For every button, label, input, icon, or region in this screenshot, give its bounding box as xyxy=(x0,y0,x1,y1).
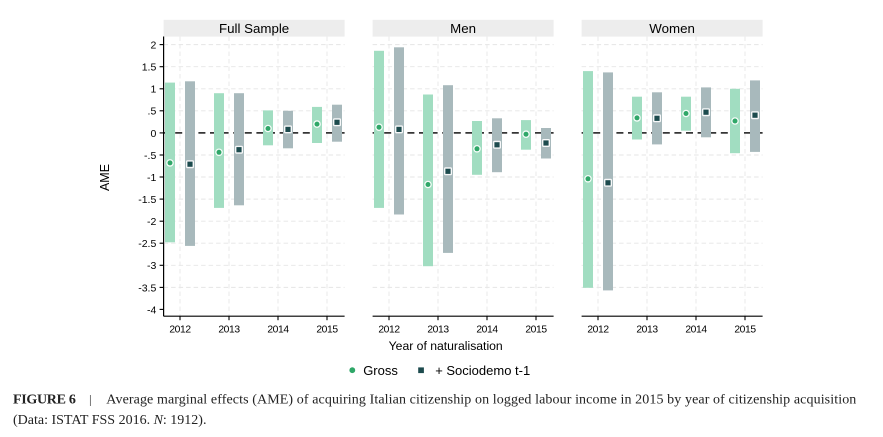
svg-text:-2.5: -2.5 xyxy=(138,238,156,250)
svg-text:AME: AME xyxy=(98,164,112,191)
svg-text:Year of naturalisation: Year of naturalisation xyxy=(389,339,503,353)
svg-text:2012: 2012 xyxy=(378,324,400,335)
svg-text:2012: 2012 xyxy=(169,324,191,335)
svg-text:2013: 2013 xyxy=(636,324,658,335)
svg-text:2014: 2014 xyxy=(267,324,289,335)
svg-text:0: 0 xyxy=(150,128,156,140)
svg-text:|: | xyxy=(89,391,92,406)
svg-text:2012: 2012 xyxy=(587,324,609,335)
svg-text:Women: Women xyxy=(649,21,695,36)
svg-text:Full Sample: Full Sample xyxy=(219,21,289,36)
svg-text:.5: .5 xyxy=(148,106,157,118)
svg-text:Men: Men xyxy=(450,21,476,36)
svg-text:2014: 2014 xyxy=(476,324,498,335)
svg-text:2015: 2015 xyxy=(316,324,338,335)
svg-text:-1.5: -1.5 xyxy=(138,194,156,206)
svg-text:Average marginal effects (AME): Average marginal effects (AME) of acquir… xyxy=(106,393,856,408)
svg-text:2015: 2015 xyxy=(734,324,756,335)
svg-text:2015: 2015 xyxy=(525,324,547,335)
svg-text:-1: -1 xyxy=(147,172,156,184)
svg-text:-.5: -.5 xyxy=(144,150,156,162)
svg-text:-2: -2 xyxy=(147,216,156,228)
svg-text:2014: 2014 xyxy=(685,324,707,335)
svg-text:FIGURE 6: FIGURE 6 xyxy=(13,393,76,408)
svg-text:2: 2 xyxy=(150,40,156,52)
svg-text:-3.5: -3.5 xyxy=(138,282,156,294)
svg-text:(Data: ISTAT FSS 2016. N: 1912: (Data: ISTAT FSS 2016. N: 1912). xyxy=(13,413,206,428)
svg-text:2013: 2013 xyxy=(427,324,449,335)
svg-text:-3: -3 xyxy=(147,260,156,272)
svg-text:+ Sociodemo t-1: + Sociodemo t-1 xyxy=(435,363,530,378)
svg-text:1.5: 1.5 xyxy=(142,62,157,74)
svg-text:1: 1 xyxy=(150,84,156,96)
svg-text:2013: 2013 xyxy=(218,324,240,335)
svg-text:Gross: Gross xyxy=(363,363,398,378)
svg-text:-4: -4 xyxy=(147,304,156,316)
